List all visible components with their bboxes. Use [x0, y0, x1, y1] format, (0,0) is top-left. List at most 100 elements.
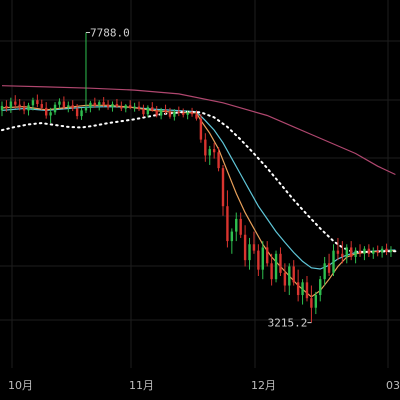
candle [336, 237, 340, 261]
candle-body [367, 248, 371, 254]
candle-body [204, 139, 207, 156]
candle [84, 32, 88, 113]
candle-body [274, 253, 278, 280]
candle [239, 212, 242, 238]
candle [58, 98, 61, 109]
candle-body [182, 112, 185, 115]
candle [137, 101, 141, 112]
candle [128, 100, 132, 110]
candle [89, 100, 92, 113]
candle-body [239, 218, 242, 235]
candle [102, 97, 105, 108]
candle [217, 147, 220, 172]
candle-body [49, 112, 52, 116]
candle-body [124, 105, 127, 109]
candle [248, 237, 251, 270]
candle [133, 102, 136, 112]
candle [332, 244, 335, 276]
candle-body [111, 104, 114, 108]
candle [243, 225, 247, 267]
candle [0, 101, 4, 117]
candle [115, 98, 119, 108]
candle [341, 241, 344, 264]
candle [208, 145, 211, 165]
candle-body [292, 266, 295, 283]
candle-body [358, 250, 362, 254]
candle [164, 104, 167, 115]
candle [385, 243, 388, 256]
candle [305, 276, 309, 302]
candle-body [9, 101, 13, 108]
candle [40, 99, 43, 110]
candle-body [199, 118, 203, 140]
ma-slow-line [1, 85, 396, 176]
candle-body [186, 112, 189, 115]
candle [363, 246, 366, 261]
candle-body [164, 109, 167, 112]
candle [252, 231, 256, 254]
candle [31, 97, 35, 111]
candle-body [133, 106, 136, 108]
candle-body [235, 218, 238, 232]
candle [186, 110, 189, 120]
candle-body [177, 111, 180, 113]
candle [288, 263, 291, 296]
candle-body [349, 247, 353, 257]
candle-body [314, 295, 318, 308]
candle-body [155, 110, 158, 116]
candle [226, 190, 229, 248]
candle [36, 94, 39, 108]
candle [230, 228, 234, 254]
candle [349, 241, 353, 261]
candle-body [243, 234, 247, 261]
candle-body [168, 111, 172, 117]
candle [49, 107, 52, 124]
candle-body [173, 111, 176, 117]
candle [266, 241, 269, 267]
candle-body [195, 114, 198, 119]
moving-average-lines [1, 85, 397, 298]
x-tick-label: 03 [386, 379, 400, 392]
x-tick-label: 12月 [251, 379, 276, 392]
candle [9, 97, 13, 113]
candle [345, 244, 348, 264]
candle [323, 256, 326, 286]
candle [22, 101, 26, 115]
price-annotations: 7788.0 3215.2 [85, 26, 312, 330]
candle-body [75, 108, 79, 117]
candle [199, 114, 203, 143]
candle [62, 96, 66, 110]
candlestick-series [0, 32, 393, 323]
candle [14, 95, 17, 109]
candle-body [137, 106, 141, 110]
candle [319, 276, 322, 302]
candle-body [115, 104, 119, 107]
candle-body [221, 168, 225, 207]
x-tick-label: 11月 [129, 379, 154, 392]
candle [124, 104, 127, 113]
candle [310, 285, 313, 323]
x-axis: 10月 11月 12月 03 [8, 379, 400, 392]
candle [146, 105, 150, 118]
candle-body [36, 100, 39, 105]
candle-body [288, 266, 291, 286]
candle-body [226, 206, 229, 242]
candle-body [389, 249, 393, 252]
candle-body [230, 231, 234, 242]
candle-body [341, 253, 344, 257]
candle [389, 246, 393, 257]
ma-dotted-line [1, 110, 397, 253]
candle-body [18, 104, 21, 107]
candle-body [120, 106, 123, 109]
candle-body [14, 101, 17, 105]
candle-body [62, 101, 66, 108]
candle-body [40, 104, 43, 108]
candle-body [252, 244, 256, 251]
candle-body [217, 152, 220, 169]
candle-body [146, 107, 150, 115]
candle-body [266, 247, 269, 264]
candle-body [0, 105, 4, 111]
candle-body [380, 248, 384, 253]
candle-body [31, 100, 35, 106]
